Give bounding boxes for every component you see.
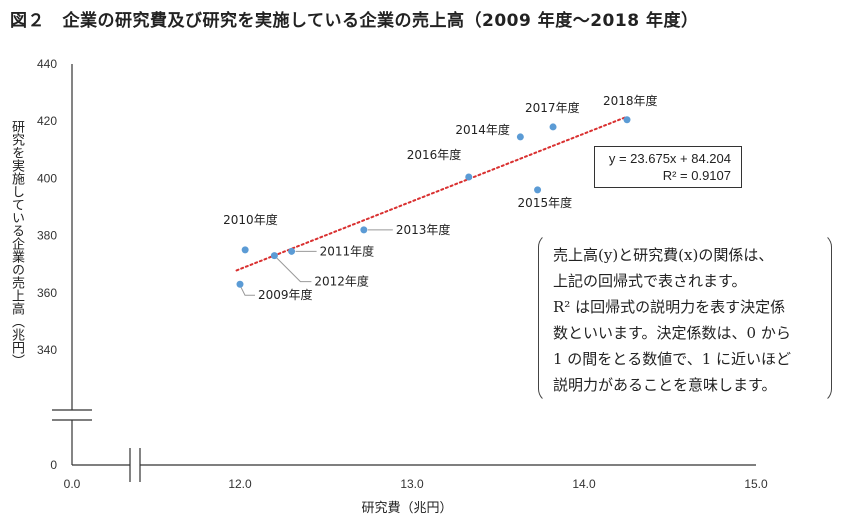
x-tick-label: 15.0: [744, 477, 768, 491]
note-line: 1 の間をとる数値で、1 に近いほど: [553, 350, 792, 368]
note-line: 数といいます。決定係数は、0 から: [553, 324, 791, 342]
data-point: [465, 173, 473, 181]
note-line: 説明力があることを意味します。: [553, 376, 777, 394]
data-point: [236, 280, 244, 288]
x-tick-label: 0.0: [64, 477, 81, 491]
y-tick-label: 360: [37, 286, 57, 300]
data-point: [549, 123, 557, 131]
data-point: [516, 133, 524, 141]
leader-line: [240, 286, 255, 296]
y-tick-label: 340: [37, 343, 57, 357]
trendline: [235, 115, 628, 272]
point-label: 2009年度: [258, 287, 313, 302]
y-tick-label: 380: [37, 229, 57, 243]
tick-labels: 0 340 360 380 400 420 440 0.0 12.0 13.0 14.0 15.0: [37, 57, 768, 491]
point-labels: 2009年度 2010年度 2011年度 2012年度 2013年度 2014年度 2015…: [223, 93, 657, 302]
y-tick-label: 440: [37, 57, 57, 71]
r-squared-value: R² = 0.9107: [662, 168, 731, 183]
regression-equation-box: y = 23.675x + 84.204 R² = 0.9107: [594, 146, 742, 188]
chart-title: 図２ 企業の研究費及び研究を実施している企業の売上高（2009 年度～2018 …: [10, 11, 699, 31]
data-point: [360, 226, 368, 234]
data-point: [288, 247, 296, 255]
x-tick-label: 13.0: [400, 477, 424, 491]
note-line: 売上高(y)と研究費(x)の関係は、: [553, 246, 774, 264]
trendline-layer: [235, 115, 628, 272]
note-line: R² は回帰式の説明力を表す決定係: [553, 298, 786, 316]
point-label: 2017年度: [525, 100, 580, 115]
data-point: [534, 186, 542, 194]
point-label: 2011年度: [320, 243, 375, 258]
data-point: [241, 246, 249, 254]
point-label: 2016年度: [407, 147, 462, 162]
y-tick-label: 420: [37, 114, 57, 128]
x-axis-label: 研究費（兆円）: [361, 501, 452, 516]
data-point: [270, 252, 278, 260]
x-tick-label: 12.0: [228, 477, 252, 491]
y-tick-label: 400: [37, 171, 57, 185]
point-label: 2018年度: [603, 93, 658, 108]
point-label: 2012年度: [314, 274, 369, 289]
explanation-note: 売上高(y)と研究費(x)の関係は、 上記の回帰式で表されます。 R² は回帰式の説…: [538, 233, 832, 403]
leader-lines: [240, 229, 393, 296]
point-label: 2014年度: [455, 122, 510, 137]
axes: [52, 64, 756, 482]
y-tick-label: 0: [50, 458, 57, 472]
x-tick-label: 14.0: [572, 477, 596, 491]
point-label: 2010年度: [223, 212, 278, 227]
data-point: [623, 116, 631, 124]
point-label: 2013年度: [396, 222, 451, 237]
point-label: 2015年度: [518, 195, 573, 210]
data-points: [236, 116, 631, 288]
leader-line: [276, 257, 312, 283]
y-axis-label: 研究を実施している企業の売上高（兆円）: [9, 120, 24, 367]
regression-equation: y = 23.675x + 84.204: [608, 151, 731, 166]
note-line: 上記の回帰式で表されます。: [553, 272, 747, 290]
